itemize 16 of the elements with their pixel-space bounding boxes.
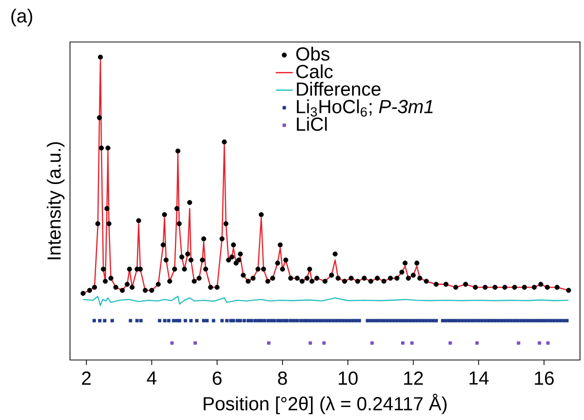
legend-label: Li$_{3}$HoCl$_{6}$; P-3m1 — [296, 99, 433, 116]
x-tick-label: 6 — [212, 371, 222, 385]
x-tick-label: 10 — [338, 371, 358, 385]
x-tick-label: 4 — [146, 371, 156, 384]
legend-label: LiCl — [296, 116, 327, 131]
x-tick-label: 2 — [82, 371, 91, 384]
x-tick-label: 12 — [404, 371, 423, 384]
legend-label: Difference — [296, 82, 380, 96]
y-axis-title: Intensity (a.u.) — [46, 142, 64, 259]
x-axis-title: Position [°2θ] (λ = 0.24117 Å) — [204, 394, 447, 414]
legend-label: Obs — [296, 46, 330, 60]
legend-label: Calc — [296, 64, 333, 78]
x-tick-label: 16 — [534, 371, 554, 385]
x-tick-label: 8 — [278, 371, 287, 385]
x-tick-label: 14 — [470, 371, 489, 384]
chart-title: (a) — [11, 8, 32, 26]
